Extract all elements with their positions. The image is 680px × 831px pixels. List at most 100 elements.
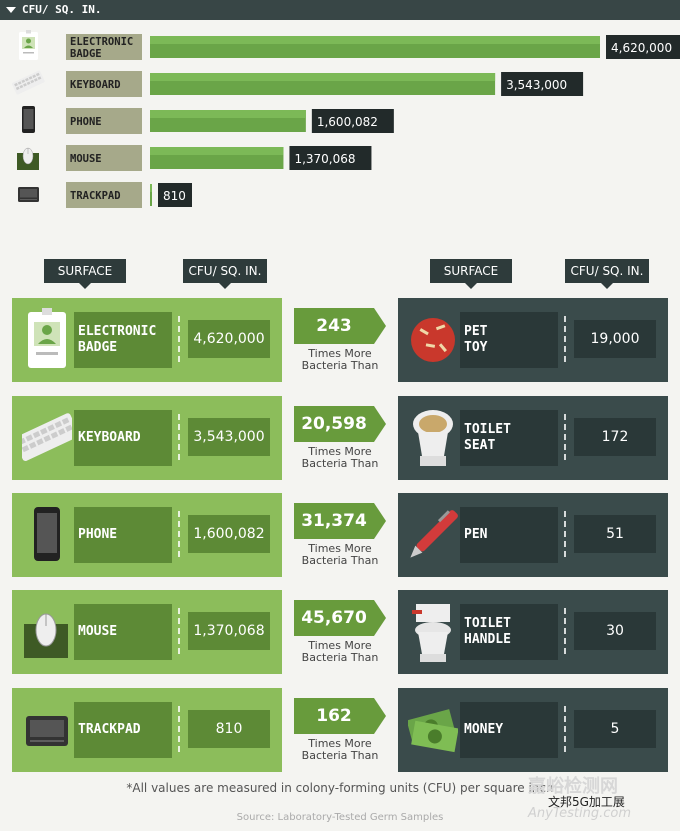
- pet-toy-icon: [411, 318, 455, 362]
- value-label-box: [606, 35, 680, 59]
- chart-header-title: CFU/ SQ. IN.: [22, 3, 102, 16]
- surface-cfu-value: 51: [574, 515, 656, 553]
- times-more-badge: 162 Times More Bacteria Than: [292, 698, 388, 788]
- surface-name: ELECTRONIC BADGE: [74, 312, 172, 368]
- value-label: 3,543,000: [506, 78, 567, 92]
- surface-name: PET TOY: [460, 312, 558, 368]
- keyboard-icon: [11, 70, 45, 95]
- toilet-handle-icon: [412, 604, 451, 662]
- value-label: 810: [163, 189, 186, 203]
- value-label-box: [289, 146, 372, 170]
- value-label-box: [158, 183, 192, 207]
- times-more-caption: Times More Bacteria Than: [301, 542, 379, 567]
- divider: [178, 608, 180, 654]
- watermark-url: AnyTesting.com: [528, 806, 632, 821]
- trackpad-icon: [26, 716, 68, 746]
- category-label-box: [66, 145, 142, 171]
- category-label: ELECTRONIC: [70, 36, 133, 48]
- times-more-caption: Times More Bacteria Than: [301, 445, 379, 470]
- surface-name: PHONE: [74, 507, 172, 563]
- surface-cfu-value: 1,370,068: [188, 612, 270, 650]
- surface-name: TOILET HANDLE: [460, 604, 558, 660]
- left-surface-card: MOUSE 1,370,068: [12, 590, 282, 674]
- category-label: PHONE: [70, 116, 102, 128]
- right-surface-card: PEN 51: [398, 493, 668, 577]
- value-label-box: [311, 109, 394, 133]
- times-more-badge: 45,670 Times More Bacteria Than: [292, 600, 388, 690]
- divider: [564, 414, 566, 460]
- surface-cfu-value: 5: [574, 710, 656, 748]
- surface-cfu-value: 19,000: [574, 320, 656, 358]
- right-surface-card: PET TOY 19,000: [398, 298, 668, 382]
- surface-name: KEYBOARD: [74, 410, 172, 466]
- times-more-number: 20,598: [294, 406, 386, 442]
- divider: [564, 511, 566, 557]
- times-more-badge: 31,374 Times More Bacteria Than: [292, 503, 388, 593]
- left-surface-card: ELECTRONIC BADGE 4,620,000: [12, 298, 282, 382]
- category-label: KEYBOARD: [70, 79, 121, 91]
- category-label-box: [66, 182, 142, 208]
- right-surface-card: TOILET SEAT 172: [398, 396, 668, 480]
- times-more-number: 243: [294, 308, 386, 344]
- times-more-number: 162: [294, 698, 386, 734]
- collapse-arrow-icon[interactable]: [6, 7, 16, 13]
- right-cfu-header: CFU/ SQ. IN.: [565, 259, 649, 289]
- footnote: *All values are measured in colony-formi…: [126, 781, 554, 795]
- keyboard-icon: [22, 413, 72, 461]
- bar-highlight: [150, 110, 306, 118]
- divider: [178, 414, 180, 460]
- mouse-icon: [24, 613, 68, 658]
- surface-name: PEN: [460, 507, 558, 563]
- left-surface-header: SURFACE: [44, 259, 126, 289]
- surface-cfu-value: 1,600,082: [188, 515, 270, 553]
- left-surface-card: TRACKPAD 810: [12, 688, 282, 772]
- times-more-number: 45,670: [294, 600, 386, 636]
- badge-icon: [28, 308, 66, 368]
- left-surface-card: KEYBOARD 3,543,000: [12, 396, 282, 480]
- divider: [564, 608, 566, 654]
- surface-name: MOUSE: [74, 604, 172, 660]
- divider: [178, 706, 180, 752]
- trackpad-icon: [18, 187, 39, 202]
- chart-header: CFU/ SQ. IN.: [0, 0, 680, 20]
- right-surface-card: TOILET HANDLE 30: [398, 590, 668, 674]
- bar-highlight: [150, 36, 600, 44]
- bar-highlight: [150, 73, 496, 81]
- bar-row: PHONE 1,600,082: [22, 106, 394, 134]
- times-more-badge: 243 Times More Bacteria Than: [292, 308, 388, 398]
- phone-icon: [34, 507, 60, 561]
- surface-name: MONEY: [460, 702, 558, 758]
- divider: [178, 511, 180, 557]
- surface-name: TRACKPAD: [74, 702, 172, 758]
- value-label: 4,620,000: [611, 41, 672, 55]
- category-label-box: [66, 71, 142, 97]
- bar-row: KEYBOARD 3,543,000: [11, 70, 584, 97]
- badge-icon: [19, 30, 38, 60]
- left-cfu-header: CFU/ SQ. IN.: [183, 259, 267, 289]
- value-label-box: [501, 72, 584, 96]
- category-label: MOUSE: [70, 153, 102, 165]
- category-label: TRACKPAD: [70, 190, 121, 202]
- divider: [564, 706, 566, 752]
- toilet-seat-icon: [413, 410, 453, 466]
- value-label: 1,600,082: [317, 115, 378, 129]
- surface-cfu-value: 172: [574, 418, 656, 456]
- bar-highlight: [150, 147, 284, 155]
- surface-cfu-value: 4,620,000: [188, 320, 270, 358]
- times-more-caption: Times More Bacteria Than: [301, 347, 379, 372]
- surface-cfu-value: 30: [574, 612, 656, 650]
- times-more-number: 31,374: [294, 503, 386, 539]
- times-more-caption: Times More Bacteria Than: [301, 737, 379, 762]
- times-more-caption: Times More Bacteria Than: [301, 639, 379, 664]
- watermark-wechat: 文邦5G加工展: [548, 795, 625, 809]
- bar-row: MOUSE 1,370,068: [17, 145, 372, 171]
- surface-cfu-value: 3,543,000: [188, 418, 270, 456]
- right-surface-header: SURFACE: [430, 259, 512, 289]
- bar-row: TRACKPAD 810: [18, 182, 192, 208]
- right-surface-card: MONEY 5: [398, 688, 668, 772]
- divider: [178, 316, 180, 362]
- divider: [564, 316, 566, 362]
- pen-icon: [410, 510, 458, 558]
